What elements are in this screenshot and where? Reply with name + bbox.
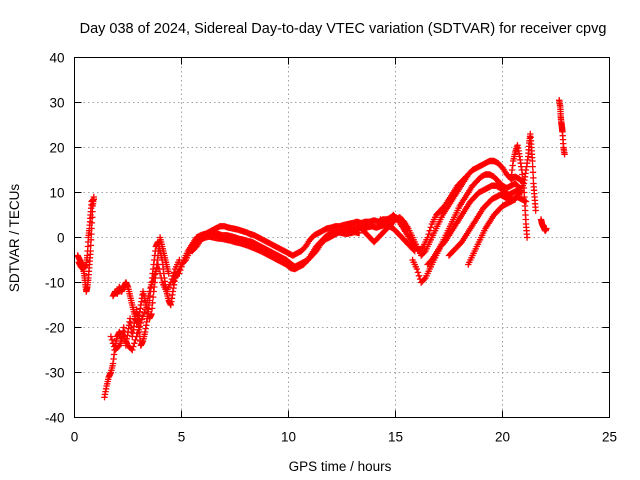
x-tick-label: 5 (178, 430, 186, 445)
data-point-marker (529, 157, 536, 165)
series-cpvg-m (465, 130, 539, 268)
series-cpvg-d (109, 234, 172, 327)
data-point-marker (561, 151, 568, 158)
data-point-marker (425, 230, 432, 238)
y-axis-label: SDTVAR / TECUs (7, 184, 22, 293)
series-cpvg-k (424, 182, 525, 268)
data-point-marker (415, 272, 423, 279)
data-point-marker (413, 265, 421, 273)
x-tick-label: 10 (281, 430, 296, 445)
data-point-marker (145, 292, 152, 300)
data-point-marker (149, 278, 156, 285)
data-point-marker (148, 281, 155, 288)
data-point-marker (156, 270, 164, 277)
series-cpvg-o (507, 142, 531, 241)
series-cpvg-p (537, 216, 550, 234)
data-point-marker (147, 284, 154, 292)
data-point-marker (108, 336, 116, 344)
data-point-marker (90, 196, 97, 203)
data-point-marker (137, 319, 144, 327)
y-tick-label: 30 (49, 96, 64, 111)
series-cpvg-e (107, 256, 183, 354)
data-point-marker (129, 346, 136, 354)
data-point-marker (424, 234, 431, 241)
data-point-marker (132, 336, 139, 344)
data-point-marker (158, 274, 165, 282)
data-point-marker (148, 310, 155, 318)
data-point-marker (523, 234, 531, 241)
data-point-marker (529, 169, 537, 176)
data-point-marker (154, 261, 162, 268)
data-point-marker (141, 306, 149, 313)
data-point-marker (133, 333, 140, 340)
data-point-marker (146, 288, 153, 295)
data-point-marker (131, 340, 138, 347)
data-point-marker (426, 227, 433, 234)
y-tick-label: -20 (45, 321, 65, 336)
data-point-marker (150, 274, 157, 282)
data-point-marker (179, 260, 186, 267)
axis-ticks: -40 -30 -20 -10 0 10 20 30 40 0 5 10 15 20 25 (45, 51, 617, 445)
data-point-marker (155, 265, 163, 273)
x-tick-label: 20 (495, 430, 510, 445)
data-point-marker (136, 323, 143, 330)
series-cpvg-n (377, 173, 470, 255)
data-point-marker (138, 316, 146, 323)
data-point-marker (151, 271, 158, 278)
data-point-marker (427, 224, 434, 231)
data-point-marker (529, 163, 536, 170)
y-tick-label: 10 (49, 186, 64, 201)
series-cpvg-h (189, 228, 363, 273)
data-point-marker (140, 309, 148, 317)
data-point-marker (461, 174, 469, 182)
data-point-marker (149, 299, 156, 306)
data-point-marker (143, 301, 150, 309)
data-point-marker (148, 305, 156, 312)
data-point-marker (543, 225, 550, 232)
data-marks (74, 97, 568, 401)
x-tick-label: 15 (388, 430, 403, 445)
x-tick-label: 0 (71, 430, 79, 445)
data-point-marker (130, 343, 137, 350)
y-tick-label: -10 (45, 276, 65, 291)
data-point-marker (176, 270, 183, 277)
data-point-marker (149, 293, 157, 301)
data-point-marker (139, 313, 147, 320)
data-point-marker (107, 333, 115, 340)
data-point-marker (421, 248, 428, 256)
data-point-marker (421, 275, 428, 283)
chart-title: Day 038 of 2024, Sidereal Day-to-day VTE… (80, 21, 607, 37)
data-point-marker (355, 229, 363, 237)
y-tick-label: 20 (49, 141, 64, 156)
data-point-marker (177, 266, 184, 274)
plot-frame (74, 57, 610, 418)
x-axis-label: GPS time / hours (289, 459, 392, 474)
data-point-marker (165, 270, 172, 277)
data-point-marker (462, 173, 470, 180)
data-point-marker (419, 244, 426, 251)
data-point-marker (178, 263, 185, 270)
y-tick-label: 40 (49, 51, 64, 66)
x-tick-label: 25 (602, 430, 617, 445)
data-point-marker (109, 340, 117, 347)
series-cpvg-q (556, 97, 568, 158)
series-cpvg-b (75, 196, 97, 273)
data-point-marker (532, 207, 539, 214)
data-point-marker (170, 269, 178, 276)
data-point-marker (134, 329, 141, 337)
data-point-marker (135, 326, 142, 333)
data-point-marker (414, 269, 422, 276)
data-point-marker (530, 174, 537, 182)
data-point-marker (115, 343, 122, 350)
y-tick-label: -30 (45, 366, 65, 381)
data-point-marker (87, 242, 94, 249)
y-tick-label: 0 (57, 231, 65, 246)
y-tick-label: -40 (45, 411, 65, 426)
data-point-marker (144, 297, 151, 304)
data-point-marker (82, 262, 89, 269)
